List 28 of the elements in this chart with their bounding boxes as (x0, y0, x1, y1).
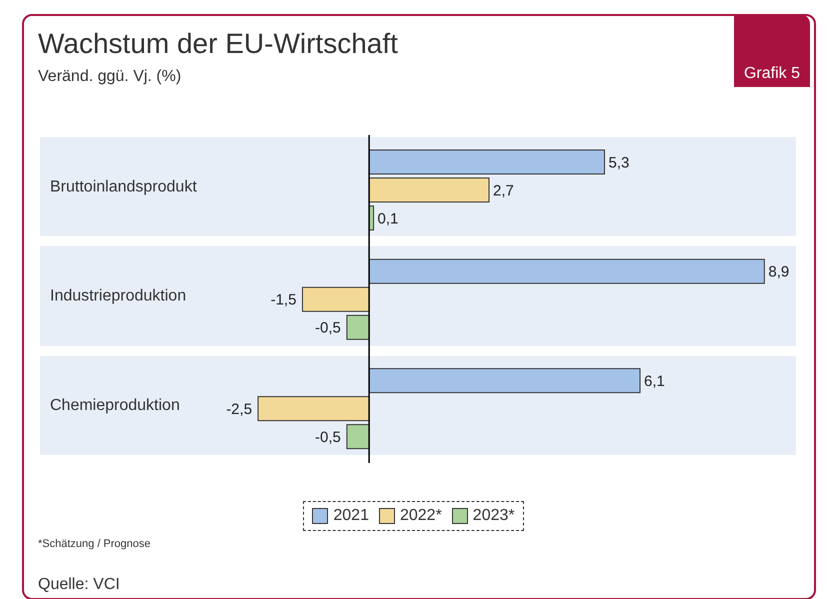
bar (368, 368, 641, 394)
data-label: -2,5 (226, 400, 252, 418)
text: Grafik 5 (734, 14, 810, 87)
bar (346, 314, 370, 340)
data-label: -1,5 (270, 292, 296, 309)
data-label: 0,1 (378, 210, 398, 228)
bar (368, 178, 490, 202)
y-tick-label: Industrieproduktion (50, 288, 186, 305)
bar (258, 396, 370, 422)
data-label: -0,5 (315, 320, 341, 337)
chart-title: Wachstum der EU-Wirtschaft (38, 28, 398, 60)
text: *Schätzung / Prognose (38, 538, 151, 550)
data-label: 5,3 (608, 154, 630, 172)
y-tick-label: Chemieproduktion (50, 396, 180, 414)
source-note: Quelle: VCI (38, 576, 120, 594)
text: Veränd. ggü. Vj. (%) (38, 68, 182, 86)
legend-label: 2023* (472, 507, 515, 525)
bar (368, 150, 605, 174)
bar (346, 424, 370, 450)
bar (368, 258, 765, 284)
legend-label: 2022* (398, 507, 442, 525)
data-label: 6,1 (644, 372, 665, 390)
data-label: -0,5 (315, 428, 341, 446)
data-label: 8,9 (768, 264, 790, 281)
bar (302, 286, 370, 312)
legend-label: 2021 (332, 507, 369, 525)
y-tick-label: Bruttoinlandsprodukt (50, 178, 198, 196)
data-label: 2,7 (493, 182, 514, 200)
